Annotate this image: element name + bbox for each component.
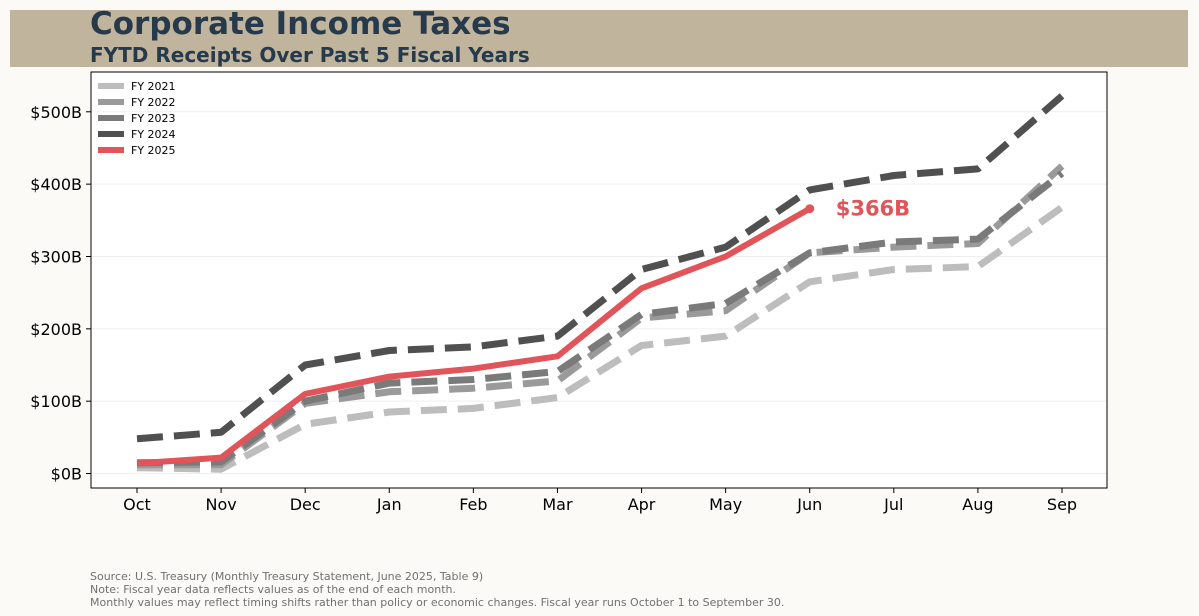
- series-line-fy-2023: [136, 170, 1065, 467]
- x-tick-label: May: [709, 495, 742, 514]
- y-tick-label: $400B: [30, 175, 82, 194]
- footer-notes: Source: U.S. Treasury (Monthly Treasury …: [90, 570, 784, 609]
- legend-label: FY 2021: [131, 80, 176, 93]
- y-tick-label: $100B: [30, 392, 82, 411]
- x-tick-label: Sep: [1047, 495, 1077, 514]
- x-tick-label: Jan: [376, 495, 402, 514]
- plot-area: [91, 72, 1107, 488]
- latest-value-marker: [805, 204, 815, 214]
- x-tick-label: Nov: [205, 495, 236, 514]
- x-tick-label: Jun: [796, 495, 822, 514]
- y-tick-label: $500B: [30, 103, 82, 122]
- header-band: [10, 10, 1188, 67]
- x-tick-label: Oct: [123, 495, 151, 514]
- x-tick-label: Jul: [883, 495, 903, 514]
- chart-title: Corporate Income Taxes: [90, 6, 511, 42]
- y-tick-label: $200B: [30, 320, 82, 339]
- x-tick-label: Feb: [459, 495, 487, 514]
- series-line-fy-2021: [136, 204, 1065, 473]
- fiscal-year-note: Note: Fiscal year data reflects values a…: [90, 583, 456, 596]
- y-tick-label: $0B: [51, 465, 82, 484]
- legend-label: FY 2025: [131, 144, 176, 157]
- legend-label: FY 2023: [131, 112, 176, 125]
- x-tick-label: Apr: [628, 495, 656, 514]
- x-tick-label: Mar: [542, 495, 573, 514]
- source-note: Source: U.S. Treasury (Monthly Treasury …: [90, 570, 484, 583]
- x-tick-label: Dec: [290, 495, 321, 514]
- y-tick-label: $300B: [30, 247, 82, 266]
- chart-subtitle: FYTD Receipts Over Past 5 Fiscal Years: [90, 43, 530, 67]
- x-tick-label: Aug: [962, 495, 993, 514]
- plot-frame: [90, 71, 1108, 489]
- legend-label: FY 2024: [131, 128, 176, 141]
- legend-label: FY 2022: [131, 96, 176, 109]
- series-line-fy-2024: [136, 93, 1065, 443]
- latest-value-label: $366B: [836, 197, 910, 221]
- series-line-fy-2025: [136, 206, 812, 467]
- timing-note: Monthly values may reflect timing shifts…: [90, 596, 785, 609]
